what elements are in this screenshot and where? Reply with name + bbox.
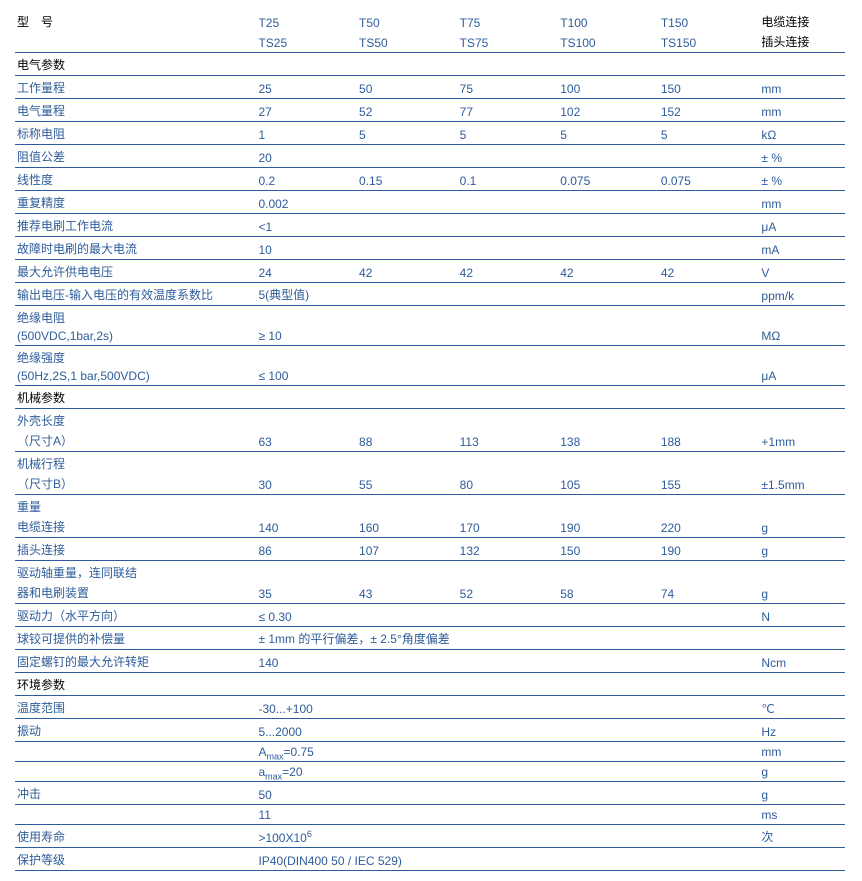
data-row: 驱动力（水平方向）≤ 0.30N [15, 604, 845, 627]
data-row: 重复精度0.002mm [15, 191, 845, 214]
data-row: 11ms [15, 805, 845, 825]
data-row: 球铰可提供的补偿量± 1mm 的平行偏差，± 2.5°角度偏差 [15, 627, 845, 650]
data-row: 标称电阻15555kΩ [15, 122, 845, 145]
data-row: 温度范围-30...+100℃ [15, 696, 845, 719]
data-row: (50Hz,2S,1 bar,500VDC)≤ 100μA [15, 366, 845, 386]
data-row: 最大允许供电电压2442424242V [15, 260, 845, 283]
data-row: 器和电刷装置3543525874g [15, 581, 845, 604]
data-row: Amax=0.75mm [15, 742, 845, 762]
section-header: 机械参数 [15, 386, 845, 409]
data-row: 工作量程255075100150mm [15, 76, 845, 99]
data-row: 阻值公差20± % [15, 145, 845, 168]
data-row: amax=20g [15, 762, 845, 782]
data-row: 故障时电刷的最大电流10mA [15, 237, 845, 260]
data-row-label: 机械行程 [15, 452, 845, 473]
data-row: 冲击50g [15, 782, 845, 805]
data-row: 保护等级IP40(DIN400 50 / IEC 529) [15, 848, 845, 871]
data-row: （尺寸A）6388113138188+1mm [15, 429, 845, 452]
data-row: 重量 [15, 495, 845, 516]
section-header: 电气参数 [15, 53, 845, 76]
data-row-label: 绝缘电阻 [15, 306, 845, 327]
data-row-label: 绝缘强度 [15, 346, 845, 367]
data-row: 插头连接86107132150190g [15, 538, 845, 561]
data-row: 线性度0.20.150.10.0750.075± % [15, 168, 845, 191]
data-row: 电气量程275277102152mm [15, 99, 845, 122]
spec-table: 型 号T25T50T75T100T150电缆连接TS25TS50TS75TS10… [15, 10, 845, 871]
data-row: 固定螺钉的最大允许转矩140Ncm [15, 650, 845, 673]
data-row: （尺寸B）305580105155±1.5mm [15, 472, 845, 495]
data-row-label: 驱动轴重量，连同联结 [15, 561, 845, 582]
header-row-2: TS25TS50TS75TS100TS150插头连接 [15, 30, 845, 53]
section-header: 环境参数 [15, 673, 845, 696]
data-row: 推荐电刷工作电流<1μA [15, 214, 845, 237]
data-row: 振动5...2000Hz [15, 719, 845, 742]
data-row: 使用寿命>100X106次 [15, 825, 845, 848]
data-row: (500VDC,1bar,2s)≥ 10MΩ [15, 326, 845, 346]
header-row-1: 型 号T25T50T75T100T150电缆连接 [15, 10, 845, 30]
data-row-label: 外壳长度 [15, 409, 845, 430]
data-row: 输出电压-输入电压的有效温度系数比5(典型值)ppm/k [15, 283, 845, 306]
data-row: 电缆连接140160170190220g [15, 515, 845, 538]
